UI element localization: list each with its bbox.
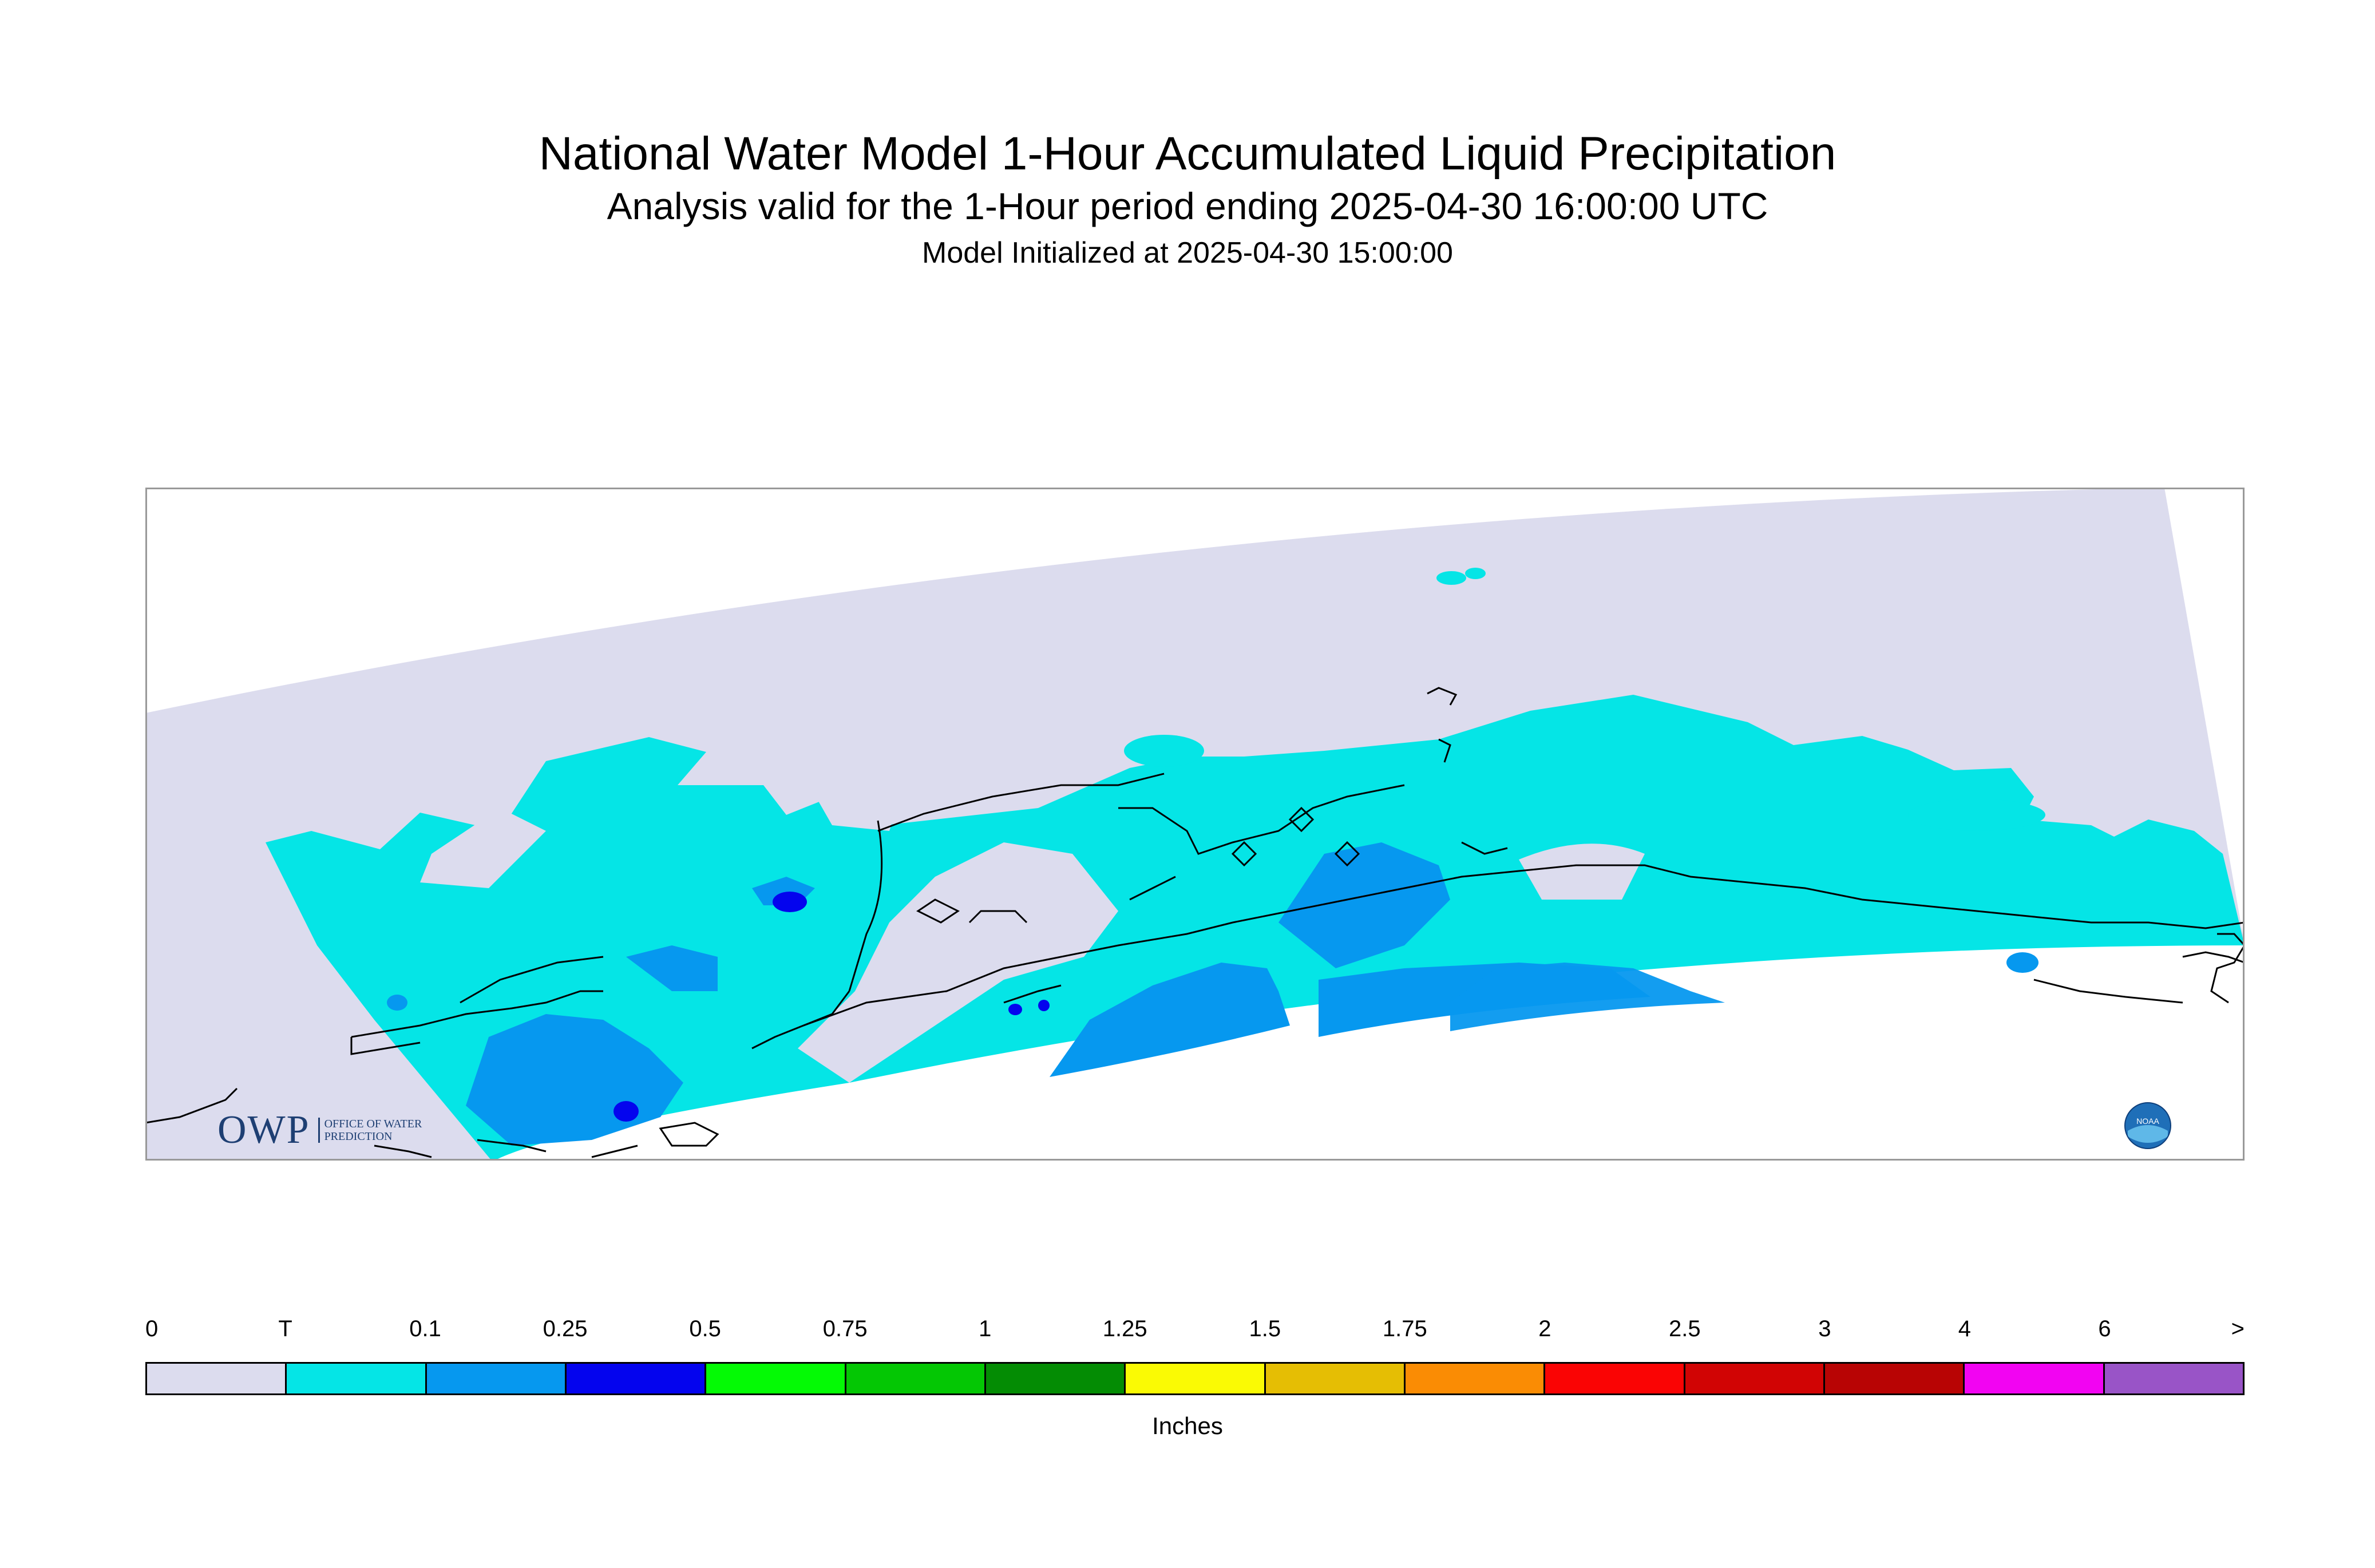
legend-swatch (706, 1364, 846, 1393)
legend-swatch (287, 1364, 427, 1393)
legend-tick-label: 3 (1818, 1316, 1831, 1341)
precip-0.1-region (1050, 963, 1290, 1077)
legend-swatch (985, 1364, 1126, 1393)
model-init-time: Model Initialized at 2025-04-30 15:00:00 (922, 236, 1453, 270)
legend-tick-label: T (278, 1316, 292, 1341)
legend-tick-label: 2.5 (1669, 1316, 1701, 1341)
legend-tick-label: > (2231, 1316, 2245, 1341)
legend-swatch (846, 1364, 986, 1393)
legend-tick-label: 0.1 (409, 1316, 441, 1341)
precip-0.1-patch (387, 995, 407, 1011)
noaa-logo-text: NOAA (2136, 1116, 2159, 1126)
precip-patch (1908, 799, 2045, 831)
noaa-logo: NOAA (2124, 1102, 2171, 1149)
precipitation-map (145, 488, 2245, 1161)
legend-swatch (426, 1364, 567, 1393)
legend-tick-label: 1 (979, 1316, 992, 1341)
dry-area (809, 776, 901, 831)
coastlines (145, 687, 2245, 1158)
legend-swatch (1265, 1364, 1406, 1393)
precip-0.25-patch (1038, 1000, 1050, 1011)
precip-patch (1436, 571, 1466, 585)
legend-swatch (2104, 1364, 2243, 1393)
map-frame (145, 488, 2245, 1161)
map-subtitle: Analysis valid for the 1-Hour period end… (607, 185, 1768, 227)
legend-tick-label: 2 (1538, 1316, 1551, 1341)
legend-swatch (1545, 1364, 1685, 1393)
legend-tick-label: 0 (145, 1316, 159, 1341)
precip-0.25-patch (773, 892, 807, 912)
legend-tick-label: 0.25 (543, 1316, 588, 1341)
precip-patch (1465, 568, 1486, 579)
legend-swatch (1824, 1364, 1965, 1393)
owp-logo-text: OWP (217, 1108, 310, 1152)
legend-labels: 0 T 0.1 0.25 0.5 0.75 1 1.25 1.5 1.75 2 2.5 3 4 6 > (145, 1316, 2245, 1351)
legend-tick-label: 0.75 (822, 1316, 868, 1341)
precip-0.25-patch (1008, 1004, 1022, 1015)
legend-units: Inches (1152, 1412, 1223, 1439)
precip-0.1-region (626, 945, 718, 991)
owp-logo-subtext: OFFICE OF WATER PREDICTION (318, 1118, 428, 1143)
map-title: National Water Model 1-Hour Accumulated … (539, 128, 1836, 180)
precip-patch (1124, 735, 1204, 767)
dry-area (420, 808, 546, 888)
legend-colorbar (145, 1362, 2245, 1395)
legend-swatch (1965, 1364, 2105, 1393)
dry-area (798, 842, 1118, 1083)
legend-tick-label: 6 (2098, 1316, 2111, 1341)
legend-tick-label: 4 (1958, 1316, 1972, 1341)
legend-tick-label: 1.75 (1382, 1316, 1427, 1341)
legend-swatch (1685, 1364, 1825, 1393)
precip-0.1-region (1450, 963, 1725, 1031)
legend-tick-label: 1.5 (1249, 1316, 1281, 1341)
legend-tick-label: 1.25 (1102, 1316, 1147, 1341)
precip-0.1-patch (2006, 952, 2038, 973)
legend-swatch (566, 1364, 707, 1393)
dry-area (1519, 844, 1645, 900)
precip-0.25-patch (613, 1101, 639, 1122)
legend-swatch (1126, 1364, 1266, 1393)
legend-tick-label: 0.5 (689, 1316, 721, 1341)
owp-logo: OWP OFFICE OF WATER PREDICTION (217, 1108, 428, 1152)
legend-swatch (1405, 1364, 1546, 1393)
precip-0.1-region (1278, 842, 1450, 968)
legend-swatch (147, 1364, 287, 1393)
